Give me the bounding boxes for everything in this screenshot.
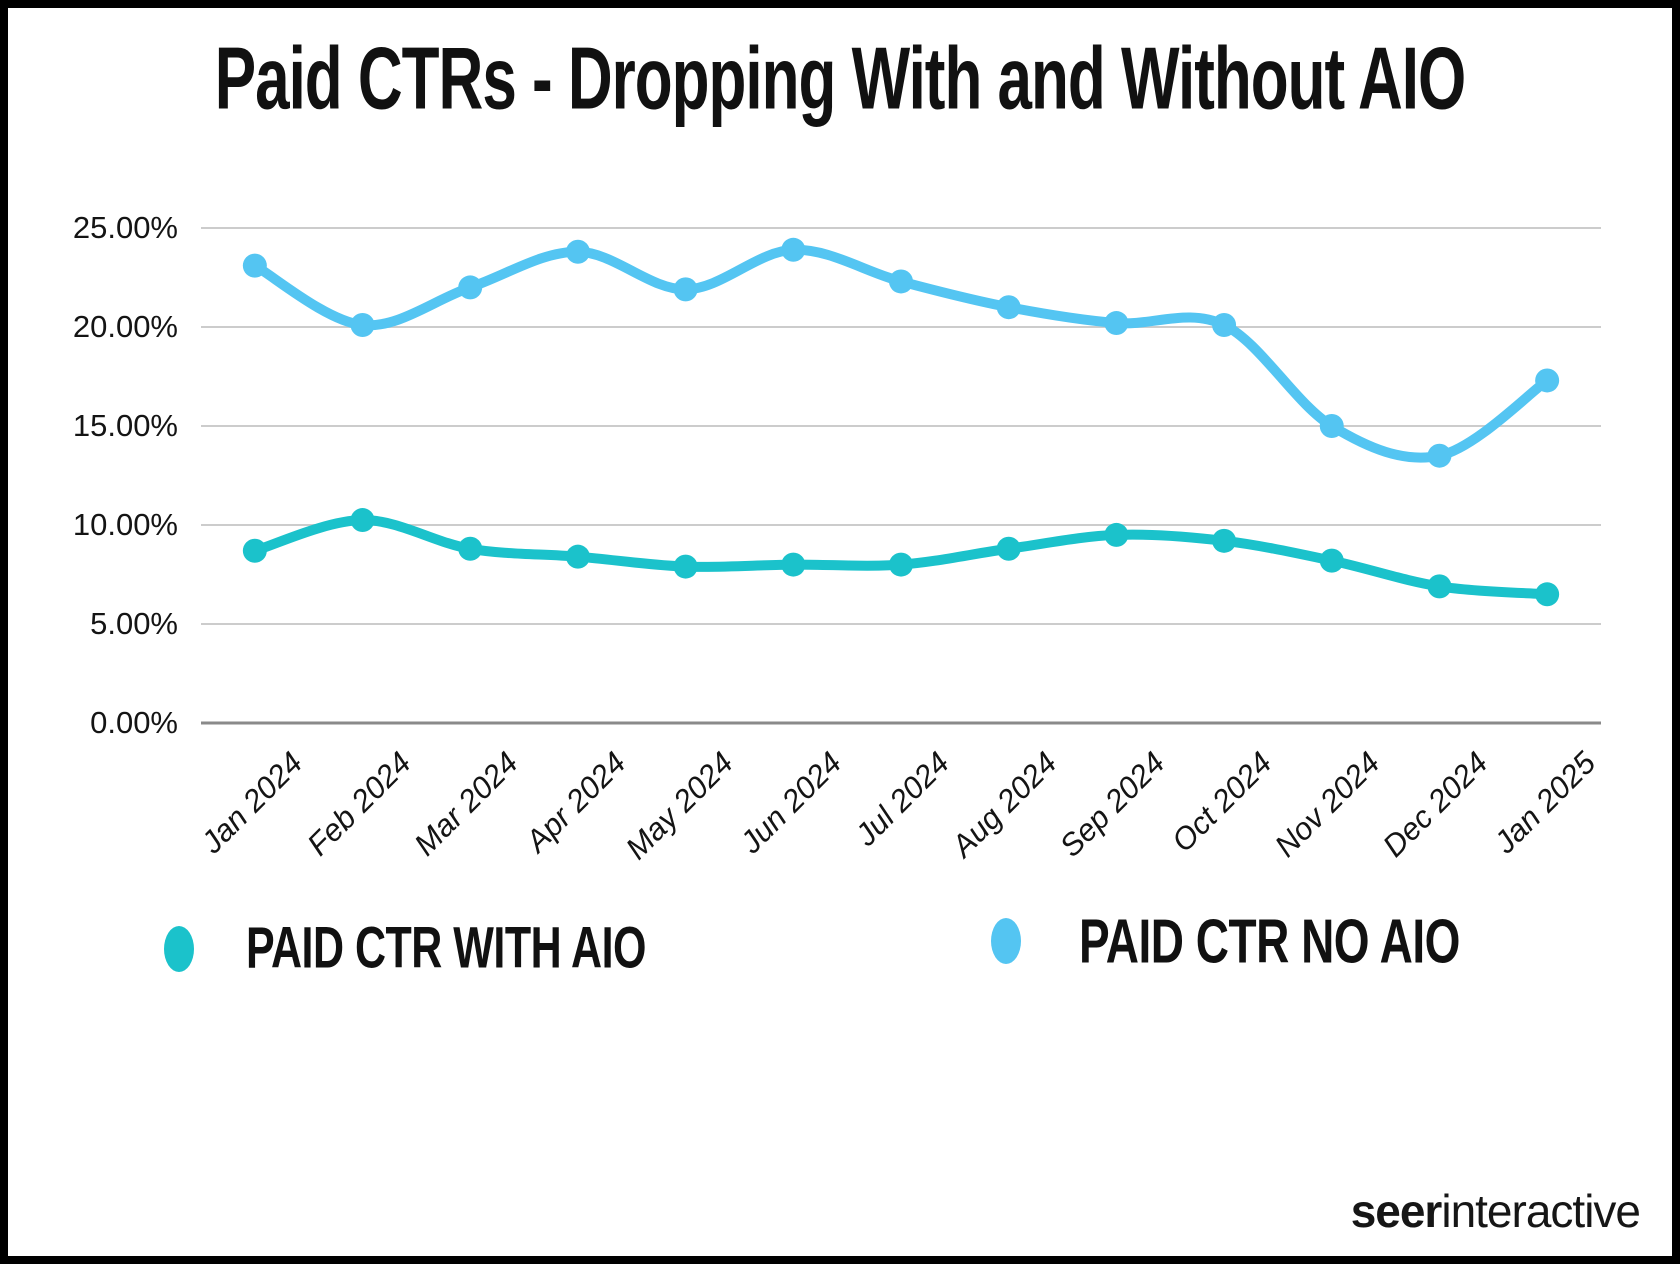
legend-item-no-aio: PAID CTR NO AIO [991,905,1460,977]
legend-item-with-aio: PAID CTR WITH AIO [164,913,646,985]
data-point-with-aio [1427,574,1452,599]
data-point-no-aio [673,277,698,302]
y-tick-label: 5.00% [90,606,178,641]
plot-area: 25.00% 20.00% 15.00% 10.00% 5.00% 0.00% Jan 2… [8,8,1672,1256]
data-point-with-aio [1104,522,1129,547]
data-point-with-aio [1535,582,1560,607]
y-tick-label: 25.00% [72,210,178,245]
data-point-no-aio [1535,368,1560,393]
data-point-no-aio [1427,443,1452,468]
data-point-with-aio [781,552,806,577]
line-chart [201,227,1601,725]
data-point-with-aio [996,536,1021,561]
chart-title-text: Paid CTRs - Dropping With and Without AI… [214,30,1467,129]
y-tick-label: 15.00% [72,408,178,443]
data-point-with-aio [458,536,483,561]
data-point-no-aio [1104,311,1129,336]
data-point-with-aio [350,508,375,533]
legend-label-with-aio: PAID CTR WITH AIO [246,915,646,981]
data-point-no-aio [242,253,267,278]
legend-label-no-aio: PAID CTR NO AIO [1079,905,1460,977]
data-point-no-aio [781,237,806,262]
data-point-no-aio [1212,313,1237,338]
legend-swatch-with-aio-icon [164,926,194,972]
y-tick-label: 0.00% [90,705,178,740]
brand-logo-seer: seer [1350,1185,1443,1237]
brand-logo-interactive: interactive [1441,1185,1641,1237]
data-point-with-aio [1212,528,1237,553]
brand-logo: seerinteractive [1350,1184,1641,1238]
y-tick-label: 20.00% [72,309,178,344]
data-point-with-aio [673,554,698,579]
data-point-no-aio [350,313,375,338]
data-point-with-aio [1319,548,1344,573]
data-point-no-aio [1319,414,1344,438]
data-point-with-aio [889,552,913,577]
data-point-no-aio [458,275,483,300]
data-point-with-aio [565,544,590,569]
chart-title: Paid CTRs - Dropping With and Without AI… [8,31,1672,129]
data-point-no-aio [565,239,590,264]
y-tick-label: 10.00% [72,507,178,542]
data-point-with-aio [242,538,267,563]
data-point-no-aio [889,269,913,294]
data-point-no-aio [996,295,1021,320]
legend-swatch-no-aio-icon [991,918,1021,964]
